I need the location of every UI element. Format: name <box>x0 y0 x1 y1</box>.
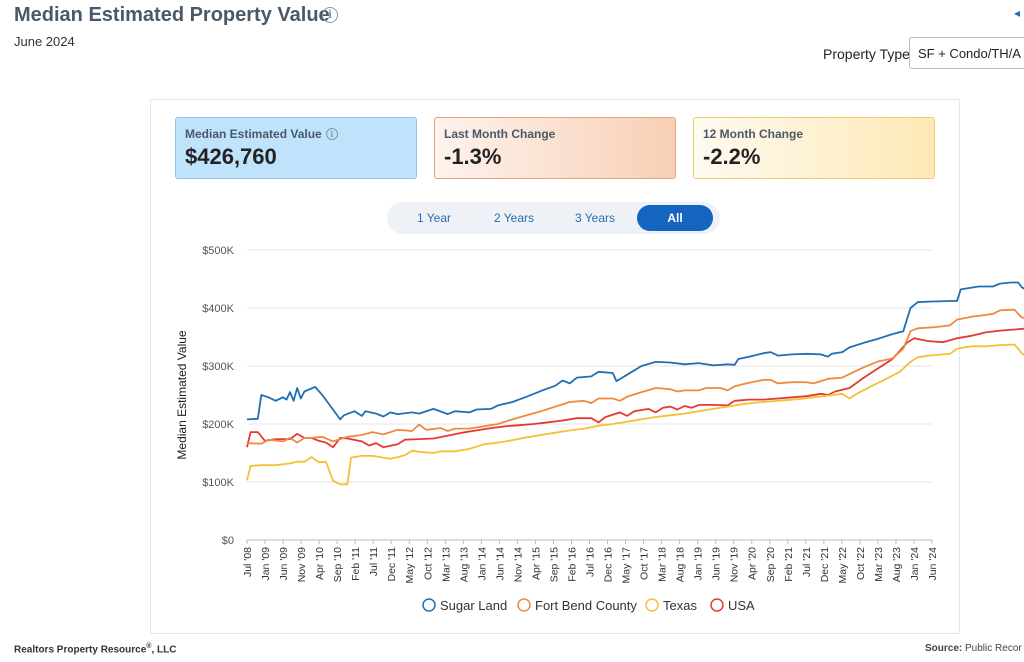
median-value: $426,760 <box>185 144 277 169</box>
y-axis-label: Median Estimated Value <box>175 330 189 460</box>
x-tick-label: Oct '22 <box>855 547 867 580</box>
y-tick-label: $500K <box>202 245 234 257</box>
legend-marker <box>422 598 436 612</box>
x-tick-label: Mar '23 <box>873 547 885 582</box>
x-tick-label: Apr '10 <box>314 547 326 580</box>
x-tick-label: Feb '21 <box>783 547 795 582</box>
legend-marker <box>645 598 659 612</box>
x-tick-label: Jan '24 <box>909 547 921 581</box>
median-value-label: Median Estimated Value i <box>185 127 407 141</box>
series-line-usa <box>246 327 1024 449</box>
x-tick-label: Jun '14 <box>494 547 506 581</box>
x-tick-label: Jul '11 <box>368 547 380 576</box>
x-tick-label: May '12 <box>404 547 416 584</box>
last-month-change-value: -1.3% <box>444 144 502 169</box>
range-1-year-button[interactable]: 1 Year <box>416 211 452 225</box>
x-tick-label: Dec '16 <box>603 547 615 582</box>
x-tick-label: Jan '09 <box>260 547 272 581</box>
time-range-selector: 1 Year 2 Years 3 Years All <box>387 202 720 234</box>
page-title: Median Estimated Property Value <box>14 4 330 26</box>
y-tick-label: $400K <box>202 303 234 315</box>
median-value-card: Median Estimated Value i $426,760 <box>175 117 417 179</box>
x-tick-label: Jun '19 <box>711 547 723 581</box>
x-tick-label: Aug '18 <box>675 547 687 582</box>
series-line-texas <box>246 343 1024 486</box>
x-tick-label: Mar '13 <box>440 547 452 582</box>
x-tick-label: Sep '15 <box>548 547 560 582</box>
x-tick-label: Apr '15 <box>530 547 542 580</box>
footer-source: Source: Public Recor <box>925 643 1022 654</box>
x-tick-label: Dec '11 <box>386 547 398 582</box>
footer-attribution: Realtors Property Resource®, LLC <box>14 643 177 656</box>
x-tick-label: May '22 <box>837 547 849 584</box>
y-tick-label: $200K <box>202 419 234 431</box>
x-tick-label: Dec '21 <box>819 547 831 582</box>
x-tick-label: Nov '19 <box>729 547 741 582</box>
info-circle-icon[interactable]: i <box>322 7 338 23</box>
legend-label: Sugar Land <box>440 598 507 613</box>
twelve-month-change-label: 12 Month Change <box>703 127 804 141</box>
share-icon[interactable]: ◂ <box>1014 6 1021 20</box>
x-tick-label: Jan '19 <box>693 547 705 581</box>
x-tick-label: Aug '23 <box>891 547 903 582</box>
legend-label: USA <box>728 598 755 613</box>
x-tick-label: Sep '10 <box>332 547 344 582</box>
x-tick-label: Oct '12 <box>422 547 434 580</box>
last-month-change-card: Last Month Change -1.3% <box>434 117 676 179</box>
x-tick-label: Nov '14 <box>512 547 524 582</box>
series-line-fort-bend-county <box>246 308 1024 445</box>
y-tick-label: $300K <box>202 361 234 373</box>
x-tick-label: May '17 <box>621 547 633 584</box>
x-tick-label: Mar '18 <box>657 547 669 582</box>
x-tick-label: Jul '16 <box>585 547 597 577</box>
x-tick-label: Feb '16 <box>566 547 578 582</box>
chart-panel <box>150 99 960 634</box>
legend-marker <box>710 598 724 612</box>
x-tick-label: Nov '09 <box>296 547 308 582</box>
x-tick-label: Oct '17 <box>639 547 651 580</box>
x-tick-label: Jul '21 <box>801 547 813 577</box>
y-tick-label: $0 <box>222 535 234 547</box>
legend-label: Texas <box>663 598 697 613</box>
x-tick-label: Jul '08 <box>242 547 254 577</box>
twelve-month-change-card: 12 Month Change -2.2% <box>693 117 935 179</box>
x-tick-label: Jun '09 <box>278 547 290 581</box>
twelve-month-change-value: -2.2% <box>703 144 761 169</box>
info-circle-icon[interactable]: i <box>325 128 338 140</box>
x-tick-label: Jun '24 <box>927 547 939 581</box>
legend-label: Fort Bend County <box>535 598 637 613</box>
range-3-years-button[interactable]: 3 Years <box>574 211 616 225</box>
last-month-change-label: Last Month Change <box>444 127 556 141</box>
legend-marker <box>517 598 531 612</box>
x-tick-label: Apr '20 <box>747 547 759 580</box>
x-tick-label: Jan '14 <box>476 547 488 581</box>
range-2-years-button[interactable]: 2 Years <box>493 211 535 225</box>
series-line-sugar-land <box>246 281 1024 421</box>
y-tick-label: $100K <box>202 477 234 489</box>
property-type-label: Property Type <box>823 46 910 62</box>
range-all-button[interactable]: All <box>637 205 713 231</box>
x-tick-label: Aug '13 <box>458 547 470 582</box>
x-tick-label: Feb '11 <box>350 547 362 581</box>
x-tick-label: Sep '20 <box>765 547 777 582</box>
page-subtitle: June 2024 <box>14 34 75 49</box>
property-type-select[interactable]: SF + Condo/TH/A <box>909 37 1024 69</box>
